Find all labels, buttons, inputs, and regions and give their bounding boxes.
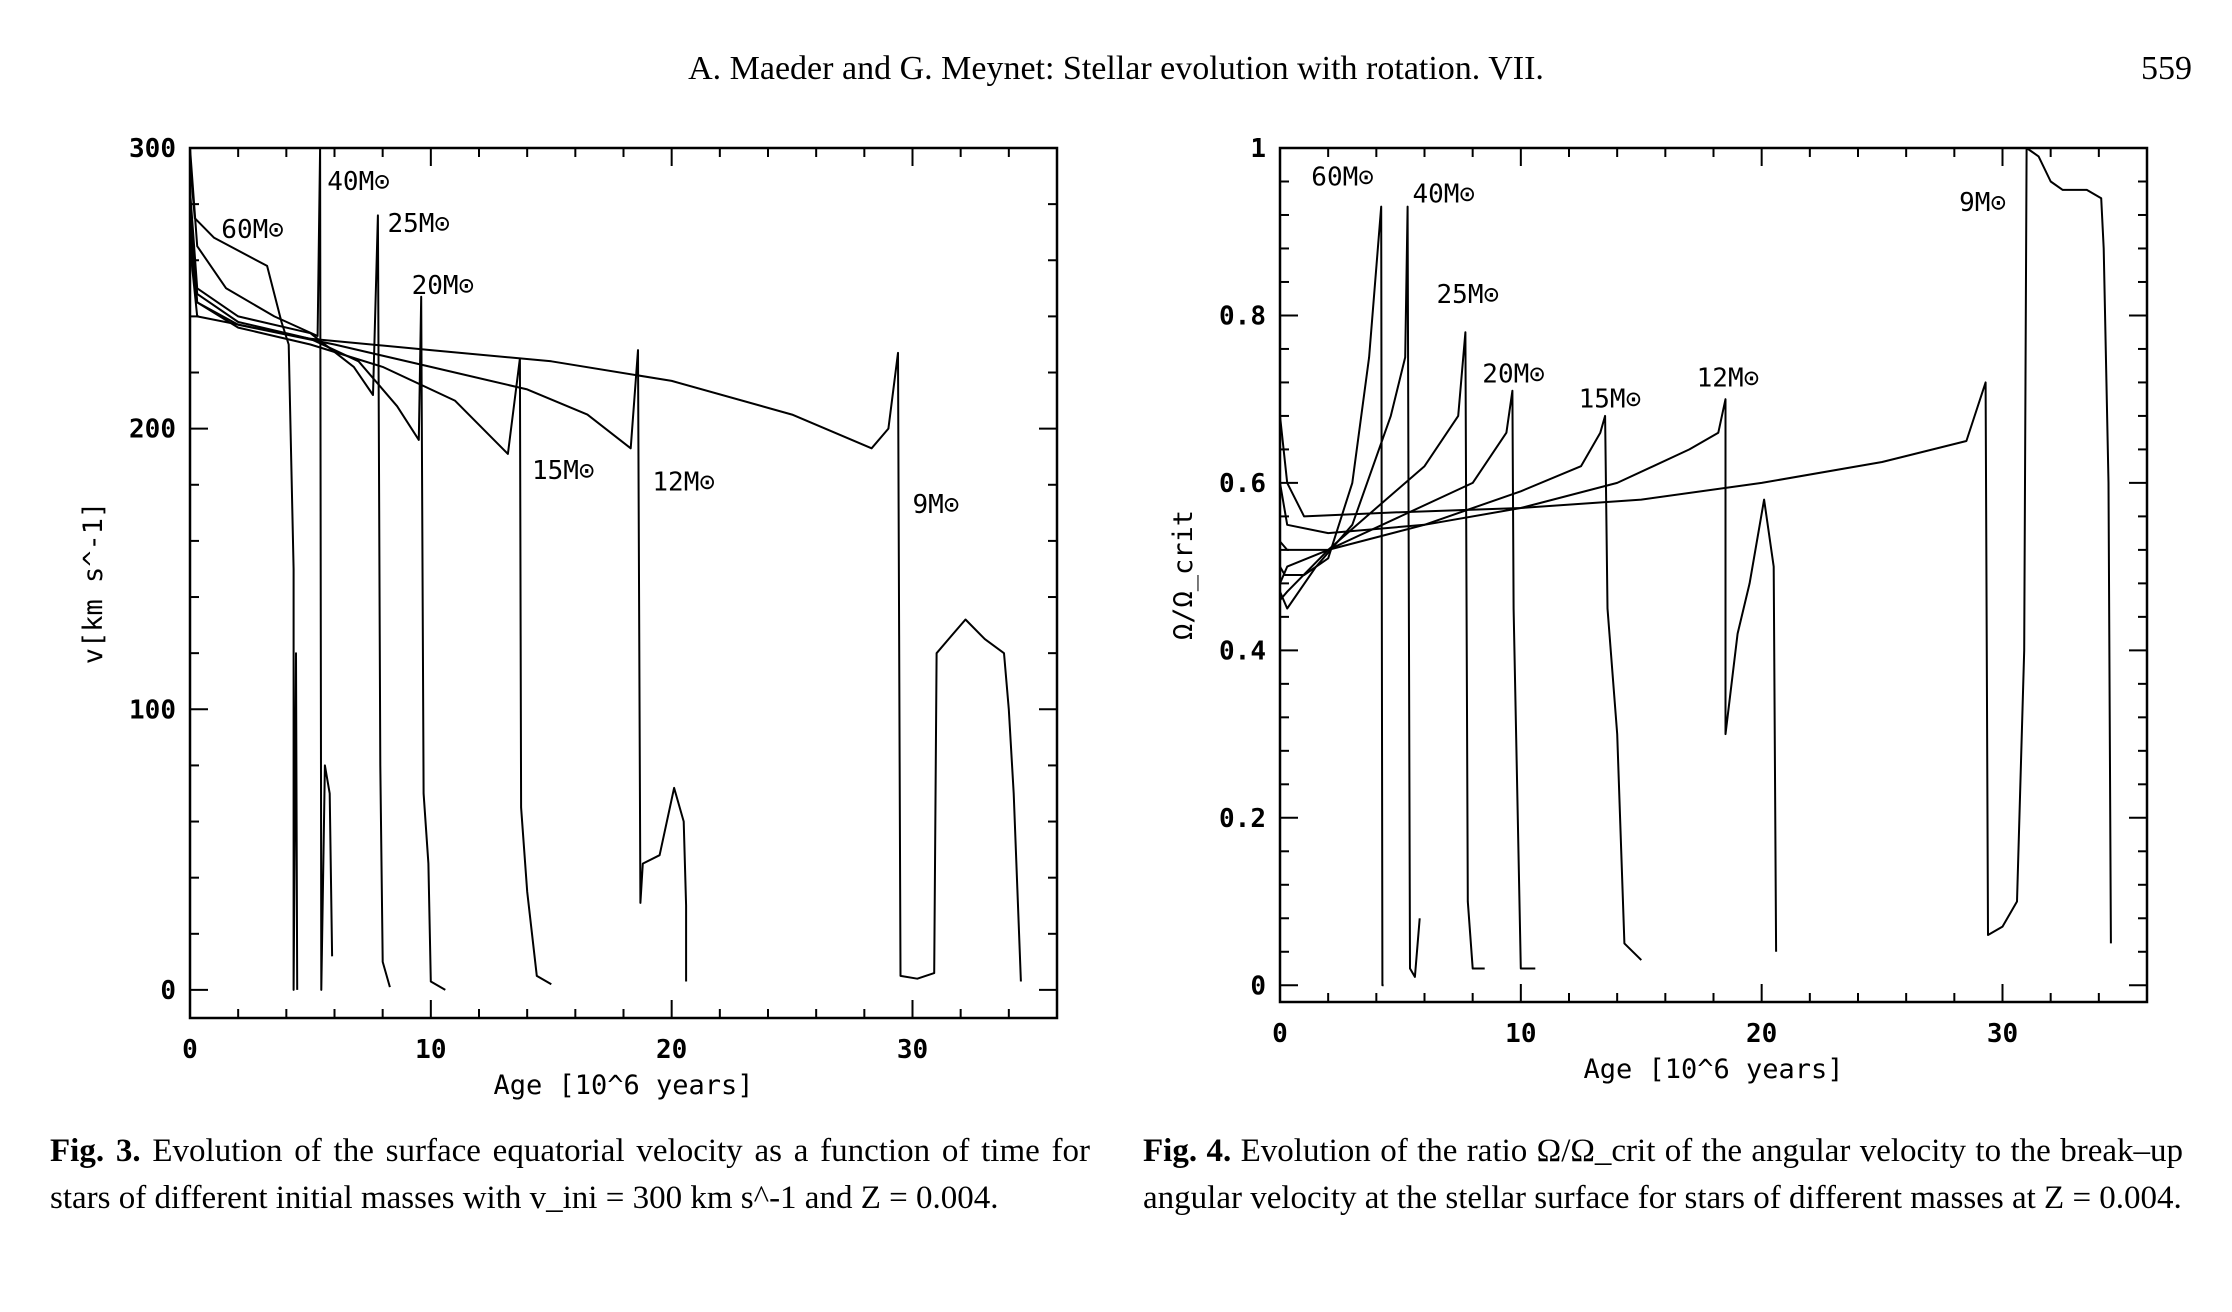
chart-2-series-label-5: 15M⊙ [1579,385,1642,415]
chart-1-series-line-1 [189,161,299,991]
running-title: A. Maeder and G. Meynet: Stellar evoluti… [688,50,1544,87]
chart-1-x-tick-label: 10 [415,1035,446,1065]
chart-1-series-line-4 [189,204,446,991]
chart-1-series-label-4: 20M⊙ [412,271,475,301]
chart-1-y-tick-label: 300 [129,134,176,164]
chart-2-series-line-1 [1279,205,1384,987]
chart-2-series-label-4: 20M⊙ [1482,359,1545,389]
figure-4-caption: Fig. 4. Evolution of the ratio Ω/Ω_crit … [1143,1128,2183,1222]
chart-1-y-tick-label: 100 [129,695,176,725]
chart-2-y-tick-label: 0.8 [1219,301,1266,331]
chart-1-series-label-5: 15M⊙ [532,456,595,486]
chart-2-series-line-6 [1279,398,1778,952]
chart-1-y-axis-label: v[km s^-1] [78,502,109,665]
chart-2-y-axis-label: Ω/Ω_crit [1168,510,1199,640]
chart-1-x-tick-label: 0 [182,1035,198,1065]
chart-2-series-line-7 [1279,147,2112,944]
chart-2-y-tick-label: 1 [1250,134,1266,164]
chart-2-y-tick-label: 0.2 [1219,804,1266,834]
chart-1-series-label-2: 40M⊙ [327,167,390,197]
chart-2-series-label-7: 9M⊙ [1959,188,2006,218]
chart-1-x-tick-label: 30 [897,1035,928,1065]
chart-2-y-tick-label: 0.6 [1219,469,1266,499]
chart-2-x-tick-label: 10 [1505,1019,1536,1049]
chart-1-series-line-3 [189,190,391,988]
figure-4-caption-text: Evolution of the ratio Ω/Ω_crit of the a… [1143,1133,2183,1216]
figure-3-caption: Fig. 3. Evolution of the surface equator… [50,1128,1090,1222]
chart-1-y-tick-label: 200 [129,415,176,445]
chart-2-series-line-2 [1279,205,1421,978]
chart-2-series-line-5 [1279,414,1643,961]
chart-2-series-label-6: 12M⊙ [1697,364,1760,394]
chart-1-series-label-1: 60M⊙ [221,215,284,245]
chart-2-x-axis-label: Age [10^6 years] [1583,1054,1843,1085]
chart-1-x-tick-label: 20 [656,1035,687,1065]
page-number: 559 [2141,50,2192,87]
figure-3-caption-label: Fig. 3. [50,1133,141,1169]
chart-2-y-tick-label: 0 [1250,971,1266,1001]
chart-2-series-label-2: 40M⊙ [1412,179,1475,209]
chart-2-series-label-3: 25M⊙ [1437,280,1500,310]
chart-1-series-line-7 [189,246,1022,982]
figure-4-caption-label: Fig. 4. [1143,1133,1232,1169]
running-head: A. Maeder and G. Meynet: Stellar evoluti… [0,50,2232,100]
chart-1-y-tick-label: 0 [160,976,176,1006]
chart-2-series-label-1: 60M⊙ [1311,163,1374,193]
chart-2-x-tick-label: 0 [1272,1019,1288,1049]
chart-1-series-line-5 [189,218,552,986]
chart-2-x-tick-label: 20 [1746,1019,1777,1049]
chart-1-series-label-3: 25M⊙ [387,209,450,239]
chart-2-series-line-3 [1279,331,1485,970]
chart-2-y-tick-label: 0.4 [1219,636,1266,666]
chart-2-x-tick-label: 30 [1987,1019,2018,1049]
chart-1-series-line-2 [189,147,334,991]
chart-1-series-label-6: 12M⊙ [652,467,715,497]
chart-1-series-line-6 [189,232,688,982]
chart-1-series-label-7: 9M⊙ [913,490,960,520]
figure-3-caption-text: Evolution of the surface equatorial velo… [50,1133,1091,1216]
chart-1-x-axis-label: Age [10^6 years] [493,1070,753,1101]
chart-2-series-line-4 [1279,389,1536,970]
